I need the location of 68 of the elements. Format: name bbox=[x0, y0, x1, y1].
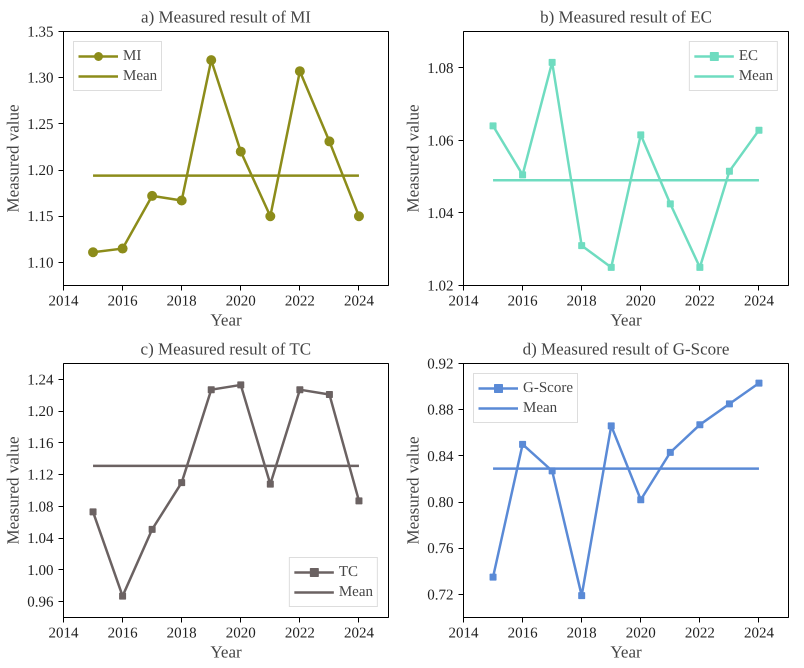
y-tick-label: 1.20 bbox=[27, 163, 54, 180]
x-axis-title: Year bbox=[210, 642, 242, 662]
y-tick-label: 1.04 bbox=[427, 206, 454, 222]
x-tick-label: 2014 bbox=[448, 626, 479, 642]
x-axis-title: Year bbox=[210, 310, 242, 330]
x-axis-title: Year bbox=[610, 642, 642, 662]
y-axis-title: Measured value bbox=[403, 104, 422, 213]
x-tick-label: 2016 bbox=[508, 626, 538, 642]
x-tick-label: 2016 bbox=[108, 294, 138, 310]
legend-label: Mean bbox=[738, 68, 773, 84]
x-tick-label: 2020 bbox=[626, 294, 656, 310]
legend-label: MI bbox=[123, 48, 142, 64]
x-tick-label: 2014 bbox=[448, 294, 479, 310]
y-tick-label: 1.06 bbox=[427, 133, 454, 150]
x-tick-label: 2024 bbox=[744, 626, 774, 642]
x-tick-label: 2014 bbox=[48, 626, 79, 642]
x-tick-label: 2024 bbox=[344, 294, 374, 310]
chart-title: c) Measured result of TC bbox=[140, 340, 312, 358]
y-tick-label: 1.08 bbox=[27, 499, 54, 516]
y-tick-label: 1.04 bbox=[27, 531, 54, 548]
y-tick-label: 0.76 bbox=[427, 541, 454, 558]
y-tick-label: 1.25 bbox=[27, 116, 54, 133]
x-tick-label: 2022 bbox=[684, 626, 715, 642]
y-tick-label: 1.08 bbox=[427, 60, 454, 77]
y-tick-label: 0.84 bbox=[427, 448, 454, 465]
y-tick-label: 0.88 bbox=[427, 402, 454, 419]
legend-label: G-Score bbox=[523, 380, 573, 396]
x-tick-label: 2020 bbox=[226, 294, 256, 310]
y-axis-title: Measured value bbox=[3, 104, 22, 213]
chart-title: d) Measured result of G-Score bbox=[522, 340, 730, 358]
x-tick-label: 2024 bbox=[344, 626, 374, 642]
legend-label: Mean bbox=[523, 400, 558, 416]
y-axis-title: Measured value bbox=[3, 436, 22, 545]
y-tick-label: 1.35 bbox=[27, 24, 54, 40]
y-tick-label: 1.24 bbox=[27, 372, 54, 388]
x-tick-label: 2016 bbox=[108, 626, 138, 642]
x-axis-title: Year bbox=[610, 310, 642, 330]
x-tick-label: 2020 bbox=[226, 626, 256, 642]
legend-label: Mean bbox=[338, 584, 373, 600]
y-tick-label: 1.00 bbox=[27, 562, 54, 579]
x-tick-label: 2018 bbox=[566, 626, 597, 642]
legend-label: EC bbox=[738, 48, 759, 64]
y-tick-label: 0.96 bbox=[27, 594, 54, 611]
y-tick-label: 1.02 bbox=[427, 278, 454, 294]
chart-title: b) Measured result of EC bbox=[540, 8, 712, 26]
x-tick-label: 2020 bbox=[626, 626, 656, 642]
x-tick-label: 2022 bbox=[284, 294, 315, 310]
y-axis-title: Measured value bbox=[403, 436, 422, 545]
y-tick-label: 1.12 bbox=[27, 468, 54, 484]
y-tick-label: 1.15 bbox=[27, 209, 54, 226]
chart-title: a) Measured result of MI bbox=[141, 8, 312, 26]
x-tick-label: 2018 bbox=[566, 294, 597, 310]
y-tick-label: 1.16 bbox=[27, 436, 54, 452]
x-tick-label: 2024 bbox=[744, 294, 774, 310]
x-tick-label: 2014 bbox=[48, 294, 79, 310]
y-tick-label: 1.20 bbox=[27, 404, 54, 420]
legend-label: TC bbox=[338, 564, 359, 580]
x-tick-label: 2022 bbox=[284, 626, 315, 642]
legend-label: Mean bbox=[123, 68, 158, 84]
x-tick-label: 2022 bbox=[684, 294, 715, 310]
y-tick-label: 1.10 bbox=[27, 255, 54, 272]
y-tick-label: 1.30 bbox=[27, 70, 54, 87]
x-tick-label: 2018 bbox=[166, 294, 197, 310]
y-tick-label: 0.80 bbox=[427, 495, 454, 512]
y-tick-label: 0.72 bbox=[427, 587, 454, 604]
x-tick-label: 2016 bbox=[508, 294, 538, 310]
y-tick-label: 0.92 bbox=[427, 356, 454, 372]
x-tick-label: 2018 bbox=[166, 626, 197, 642]
